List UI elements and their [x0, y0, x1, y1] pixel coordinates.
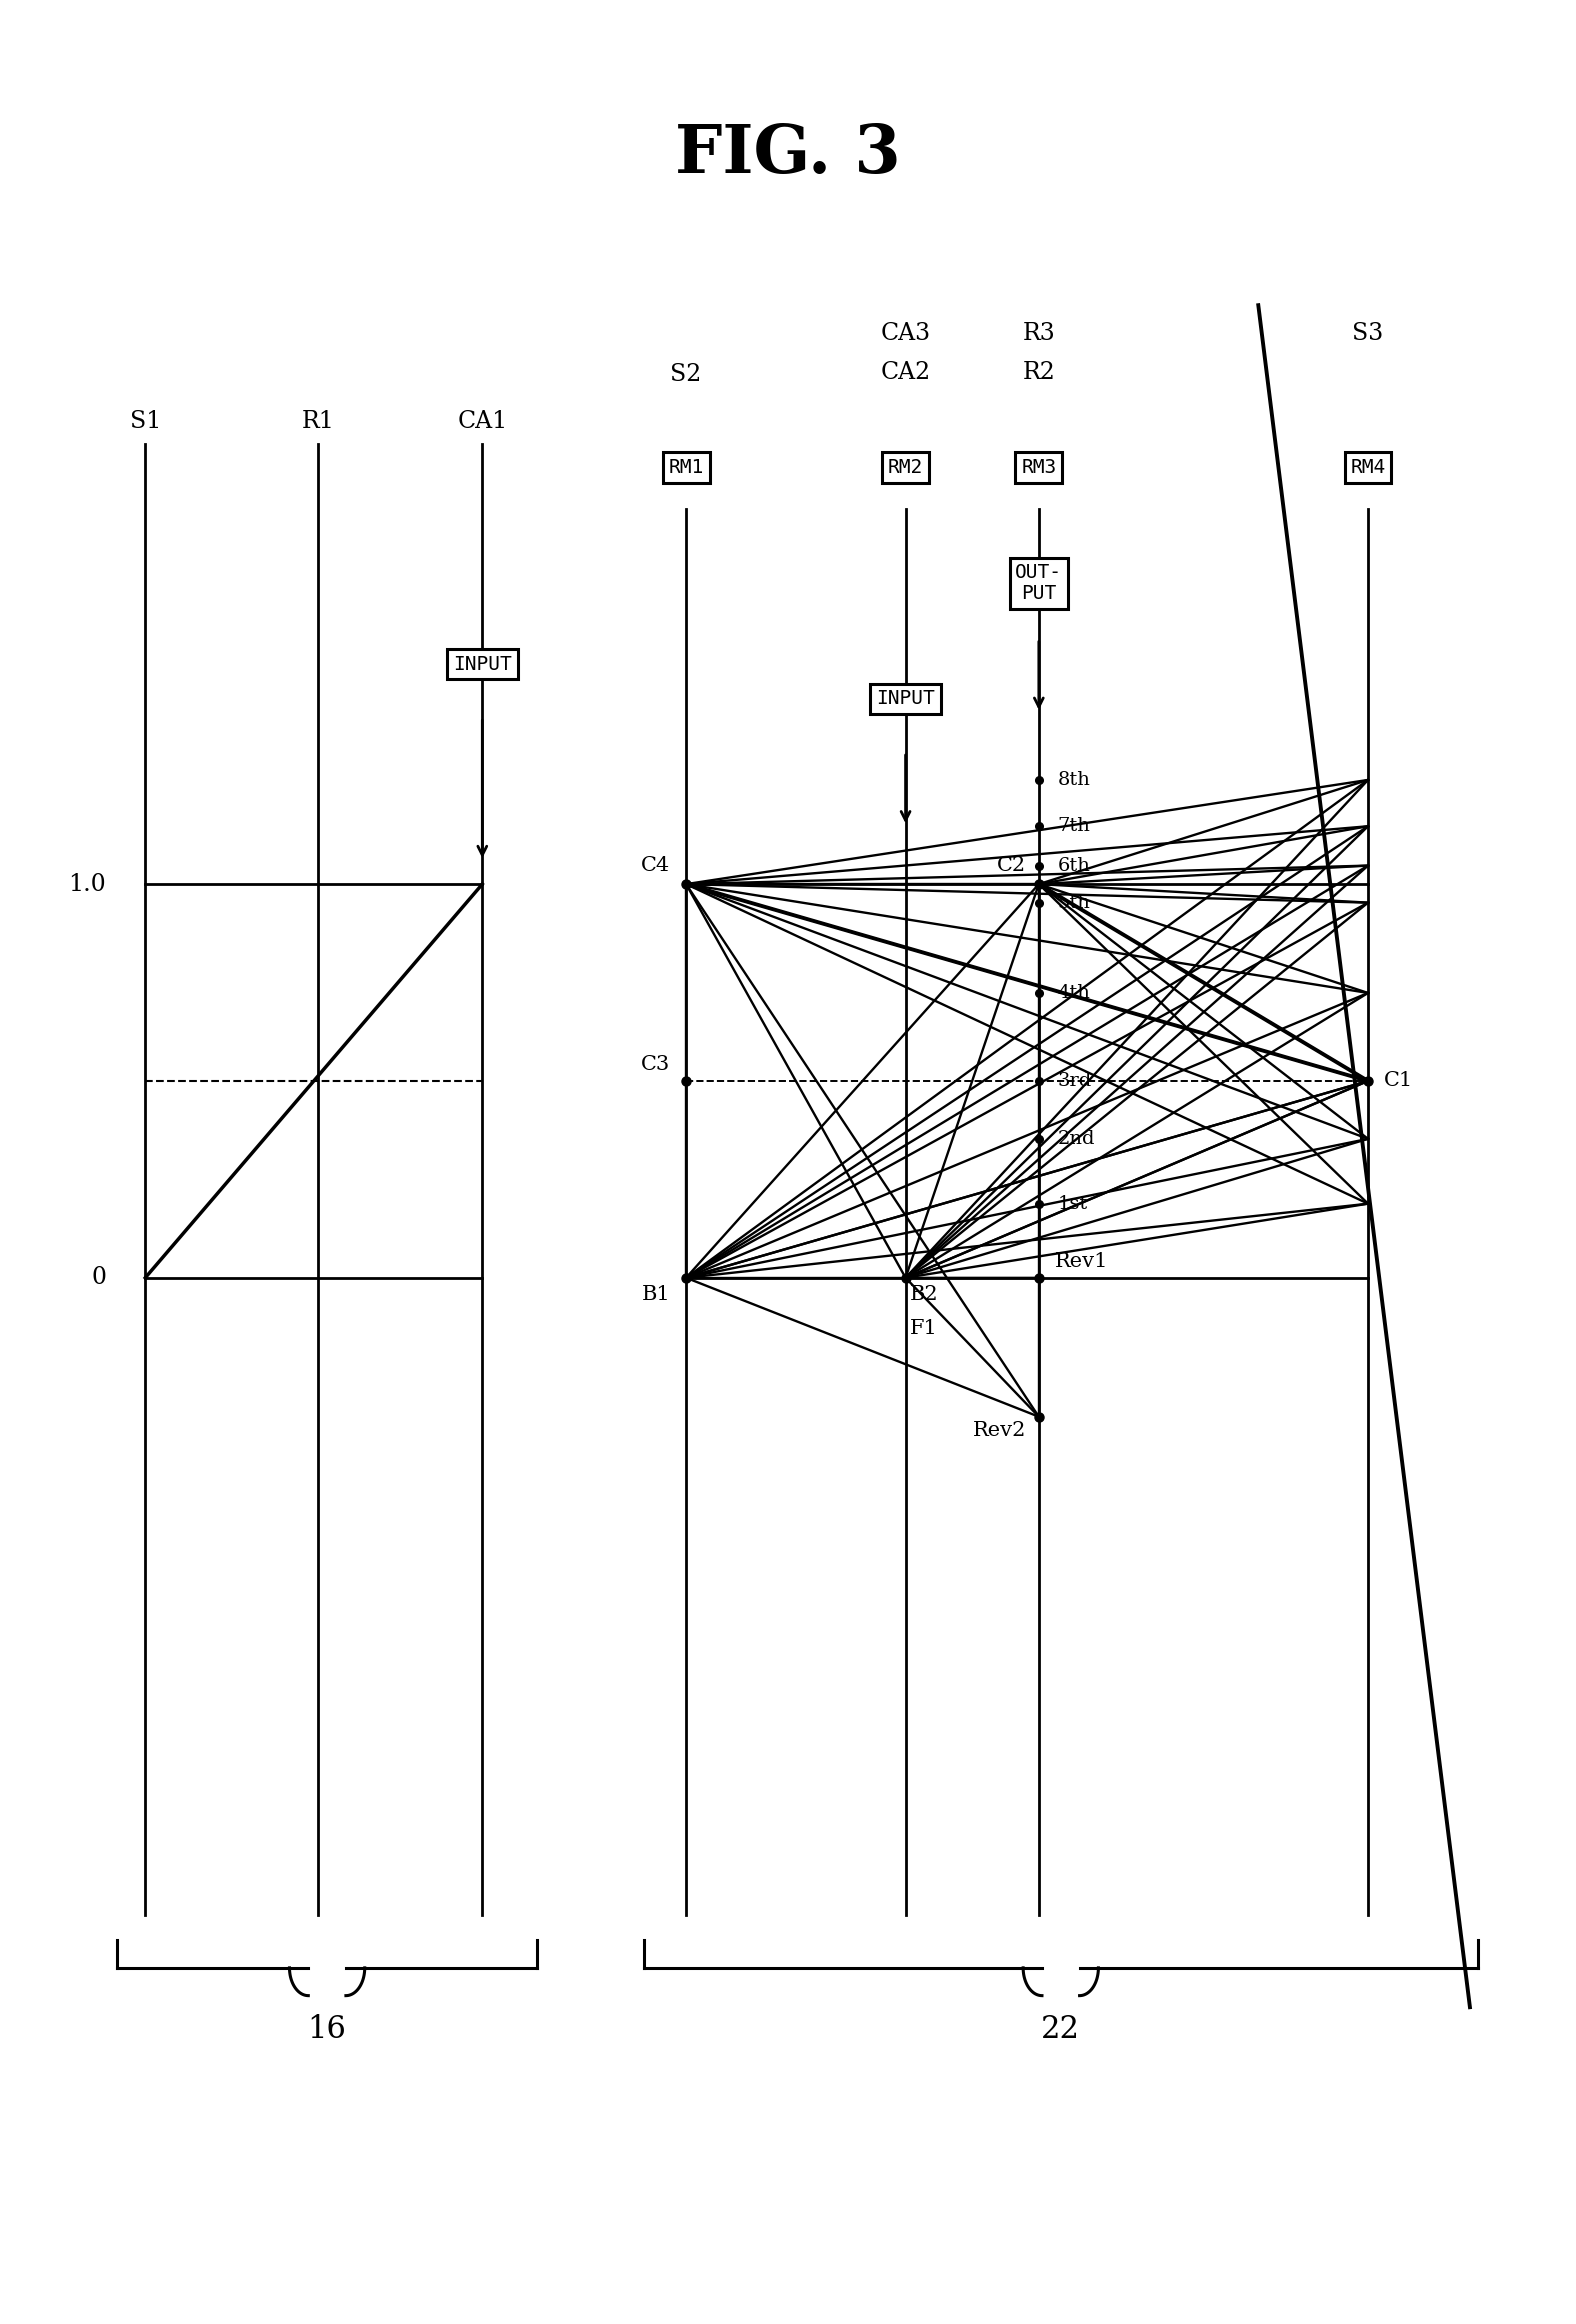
- Text: R2: R2: [1023, 360, 1056, 383]
- Text: 3rd: 3rd: [1057, 1071, 1092, 1090]
- Text: 22: 22: [1042, 2015, 1080, 2045]
- Text: S1: S1: [129, 409, 161, 432]
- Text: RM4: RM4: [1351, 458, 1385, 476]
- Text: C3: C3: [641, 1055, 670, 1074]
- Text: 2nd: 2nd: [1057, 1129, 1095, 1148]
- Text: 16: 16: [307, 2015, 347, 2045]
- Text: INPUT: INPUT: [452, 655, 512, 674]
- Text: C4: C4: [641, 855, 670, 874]
- Text: 8th: 8th: [1057, 772, 1091, 788]
- Text: 1st: 1st: [1057, 1195, 1087, 1213]
- Text: OUT-
PUT: OUT- PUT: [1015, 562, 1062, 604]
- Text: CA2: CA2: [881, 360, 931, 383]
- Text: 0: 0: [91, 1267, 106, 1290]
- Text: R1: R1: [301, 409, 334, 432]
- Text: CA3: CA3: [881, 321, 931, 344]
- Text: 7th: 7th: [1057, 818, 1091, 834]
- Text: Rev1: Rev1: [1054, 1253, 1108, 1271]
- Text: 1.0: 1.0: [68, 872, 106, 895]
- Text: C2: C2: [998, 855, 1026, 874]
- Text: S2: S2: [670, 363, 701, 386]
- Text: FIG. 3: FIG. 3: [675, 123, 901, 188]
- Text: F1: F1: [911, 1320, 938, 1339]
- Text: R3: R3: [1023, 321, 1056, 344]
- Text: RM1: RM1: [668, 458, 704, 476]
- Text: 6th: 6th: [1057, 858, 1091, 874]
- Text: B1: B1: [641, 1285, 670, 1304]
- Text: C1: C1: [1384, 1071, 1414, 1090]
- Text: RM3: RM3: [1021, 458, 1056, 476]
- Text: B2: B2: [911, 1285, 939, 1304]
- Text: S3: S3: [1352, 321, 1384, 344]
- Text: INPUT: INPUT: [876, 690, 935, 709]
- Text: CA1: CA1: [457, 409, 507, 432]
- Text: RM2: RM2: [887, 458, 924, 476]
- Text: 5th: 5th: [1057, 895, 1091, 911]
- Text: Rev2: Rev2: [972, 1422, 1026, 1441]
- Text: 4th: 4th: [1057, 983, 1091, 1002]
